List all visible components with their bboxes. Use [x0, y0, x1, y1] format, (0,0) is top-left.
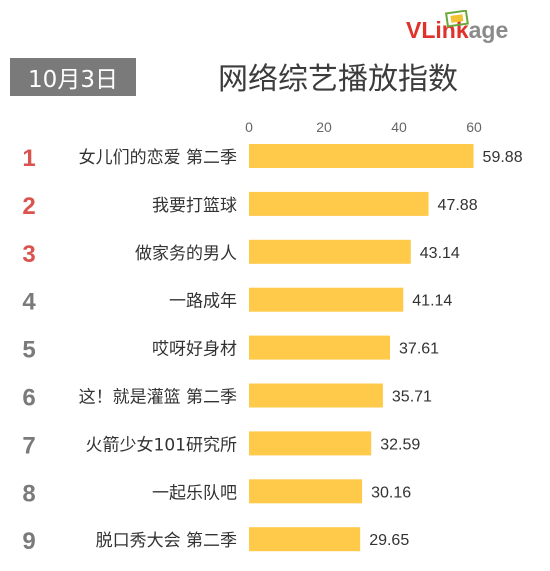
category-label: 火箭少女101研究所 [86, 435, 237, 455]
category-label: 我要打篮球 [152, 196, 237, 216]
value-label: 43.14 [420, 245, 460, 262]
value-label: 41.14 [412, 293, 452, 310]
bar [249, 287, 404, 312]
rank-number: 3 [22, 241, 35, 268]
rank-number: 6 [22, 385, 35, 412]
x-tick-label: 40 [391, 119, 407, 135]
value-label: 35.71 [392, 389, 432, 406]
rank-number: 1 [22, 145, 35, 172]
date-badge: 10月3日 [10, 58, 136, 96]
bar [249, 383, 383, 408]
chart-title: 网络综艺播放指数 [218, 62, 458, 97]
logo-mark-icon [444, 10, 469, 28]
logo-text-age: age [468, 17, 509, 43]
x-tick-label: 60 [466, 119, 482, 135]
rank-number: 5 [22, 337, 35, 364]
category-label: 这！就是灌篮 第二季 [79, 388, 237, 408]
value-label: 29.65 [369, 532, 409, 549]
category-label: 做家务的男人 [135, 244, 237, 264]
bar [249, 479, 363, 504]
value-label: 30.16 [371, 484, 411, 501]
bar [249, 335, 391, 360]
value-label: 32.59 [380, 436, 420, 453]
value-label: 59.88 [483, 149, 523, 166]
bar [249, 527, 361, 552]
rank-number: 2 [22, 193, 35, 220]
bar [249, 144, 474, 168]
category-label: 一起乐队吧 [152, 483, 237, 503]
rank-number: 7 [22, 432, 35, 459]
category-label: 哎呀好身材 [152, 340, 237, 360]
value-label: 47.88 [438, 197, 478, 214]
category-label: 脱口秀大会 第二季 [96, 531, 237, 551]
rank-number: 4 [22, 289, 36, 316]
rank-number: 8 [22, 480, 35, 507]
category-label: 一路成年 [169, 292, 237, 312]
x-tick-label: 20 [316, 119, 332, 135]
x-tick-label: 0 [245, 119, 253, 135]
value-label: 37.61 [399, 341, 439, 358]
category-label: 女儿们的恋爱 第二季 [79, 147, 237, 168]
bar [249, 431, 372, 456]
bar [249, 239, 411, 264]
rank-number: 9 [22, 528, 35, 555]
vlinkage-logo: VLink age [406, 10, 536, 44]
bar [249, 191, 429, 216]
